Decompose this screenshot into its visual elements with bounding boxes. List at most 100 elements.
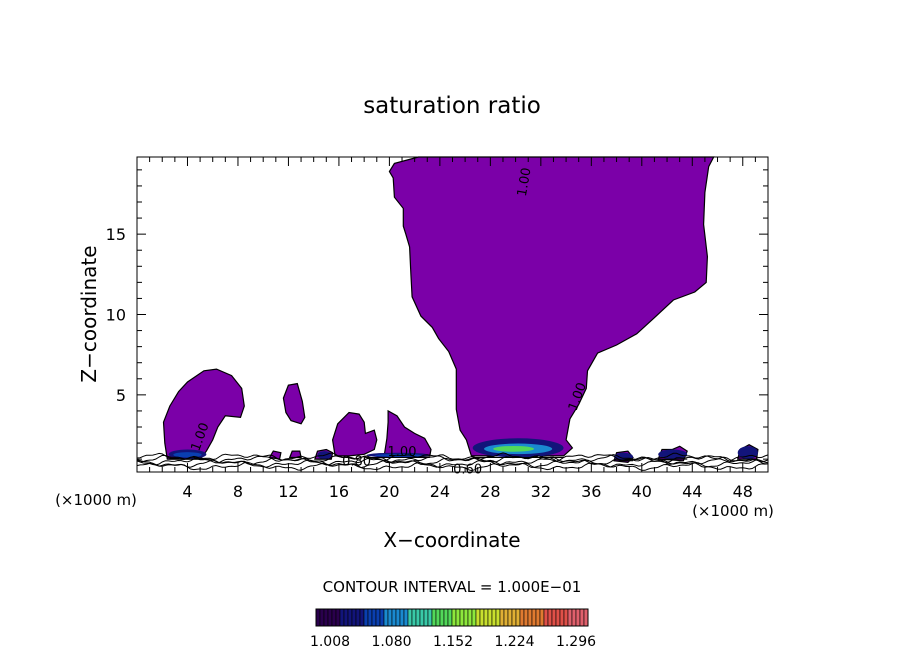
colorbar-cell [371,608,377,627]
colorbar-cell [547,608,553,627]
x-tick-label: 16 [329,482,349,501]
x-tick-label: 12 [278,482,298,501]
colorbar-tick-labels: 1.008 1.080 1.152 1.224 1.296 [310,634,596,650]
contour-label: 0.60 [453,463,482,478]
colorbar-tick-label: 1.224 [494,634,534,650]
supersaturation-patch-core [493,445,535,452]
colorbar-cell [515,608,521,627]
colorbar-cell [323,608,329,627]
colorbar-cell [559,608,565,627]
contour-interval-text: CONTOUR INTERVAL = 1.000E−01 [323,578,582,596]
colorbar-cell [455,608,461,627]
y-axis-ticks: 5 10 15 [106,169,768,460]
contour-label: 1.00 [388,445,417,460]
colorbar-cell [575,608,581,627]
x-tick-label: 28 [480,482,500,501]
colorbar-cell [499,608,505,627]
contour-label: 1.00 [515,167,535,198]
colorbar-cell [407,608,413,627]
y-tick-label: 15 [106,225,126,244]
colorbar-cell [423,608,429,627]
colorbar-cell [419,608,425,627]
colorbar-cell [331,608,337,627]
colorbar-cell [351,608,357,627]
contour-line [136,461,769,472]
colorbar-cell [551,608,557,627]
colorbar-cell [415,608,421,627]
cloud-cell-region [331,411,378,457]
colorbar-cell [567,608,573,627]
colorbar-cell [491,608,497,627]
colorbar-cell [359,608,365,627]
contour-label-layer: 1.001.001.000.801.000.60 [189,167,590,478]
colorbar-cell [427,608,433,627]
contour-line [136,454,769,464]
colorbar-cell [439,608,445,627]
colorbar-cell [507,608,513,627]
colorbar-frame [315,608,589,627]
colorbar-cell [451,608,457,627]
x-axis-unit-left: (×1000 m) [55,491,137,509]
colorbar-cell [363,608,369,627]
x-tick-label: 32 [531,482,551,501]
colorbar-cell [463,608,469,627]
colorbar-cell [535,608,541,627]
x-tick-label: 40 [632,482,652,501]
x-tick-label: 24 [430,482,450,501]
y-tick-label: 5 [116,386,126,405]
main-cloud-region [388,156,715,457]
colorbar-cell [391,608,397,627]
colorbar-cell [315,608,321,627]
colorbar-cell [411,608,417,627]
x-tick-label: 48 [733,482,753,501]
colorbar-cell [471,608,477,627]
colorbar-cell [447,608,453,627]
colorbar-cell [543,608,549,627]
colorbar-cell [483,608,489,627]
colorbar-cell [523,608,529,627]
colorbar-cell [555,608,561,627]
colorbar-cell [327,608,333,627]
x-axis-ticks: 4 8 12 16 20 24 28 32 36 40 44 48 [149,157,756,501]
cloud-cell-region [282,382,306,425]
colorbar-cell [343,608,349,627]
colorbar-cell [379,608,385,627]
colorbar-cell [479,608,485,627]
colorbar-cell [459,608,465,627]
colorbar-cell [435,608,441,627]
colorbar [315,608,589,627]
colorbar-cell [487,608,493,627]
colorbar-cell [579,608,585,627]
colorbar-cell [503,608,509,627]
cloud-fill-layer [162,156,759,464]
x-tick-label: 20 [379,482,399,501]
colorbar-cell [563,608,569,627]
colorbar-cell [339,608,345,627]
colorbar-cell [403,608,409,627]
colorbar-cell [571,608,577,627]
x-tick-label: 36 [581,482,601,501]
colorbar-cell [395,608,401,627]
colorbar-cell [347,608,353,627]
colorbar-tick-label: 1.296 [556,634,596,650]
colorbar-cell [367,608,373,627]
colorbar-tick-label: 1.152 [433,634,473,650]
colorbar-cell [519,608,525,627]
cloud-cell-region [162,368,245,460]
chart-title: saturation ratio [363,93,541,119]
contour-line-layer [136,452,769,472]
colorbar-cell [539,608,545,627]
y-tick-label: 10 [106,306,126,325]
x-tick-label: 44 [682,482,702,501]
colorbar-cell [583,608,589,627]
colorbar-cell [467,608,473,627]
colorbar-cell [495,608,501,627]
x-axis-label: X−coordinate [383,528,520,552]
x-tick-label: 4 [182,482,192,501]
colorbar-tick-label: 1.008 [310,634,350,650]
supersaturation-patch-inner [173,452,202,458]
colorbar-cell [511,608,517,627]
colorbar-cell [443,608,449,627]
